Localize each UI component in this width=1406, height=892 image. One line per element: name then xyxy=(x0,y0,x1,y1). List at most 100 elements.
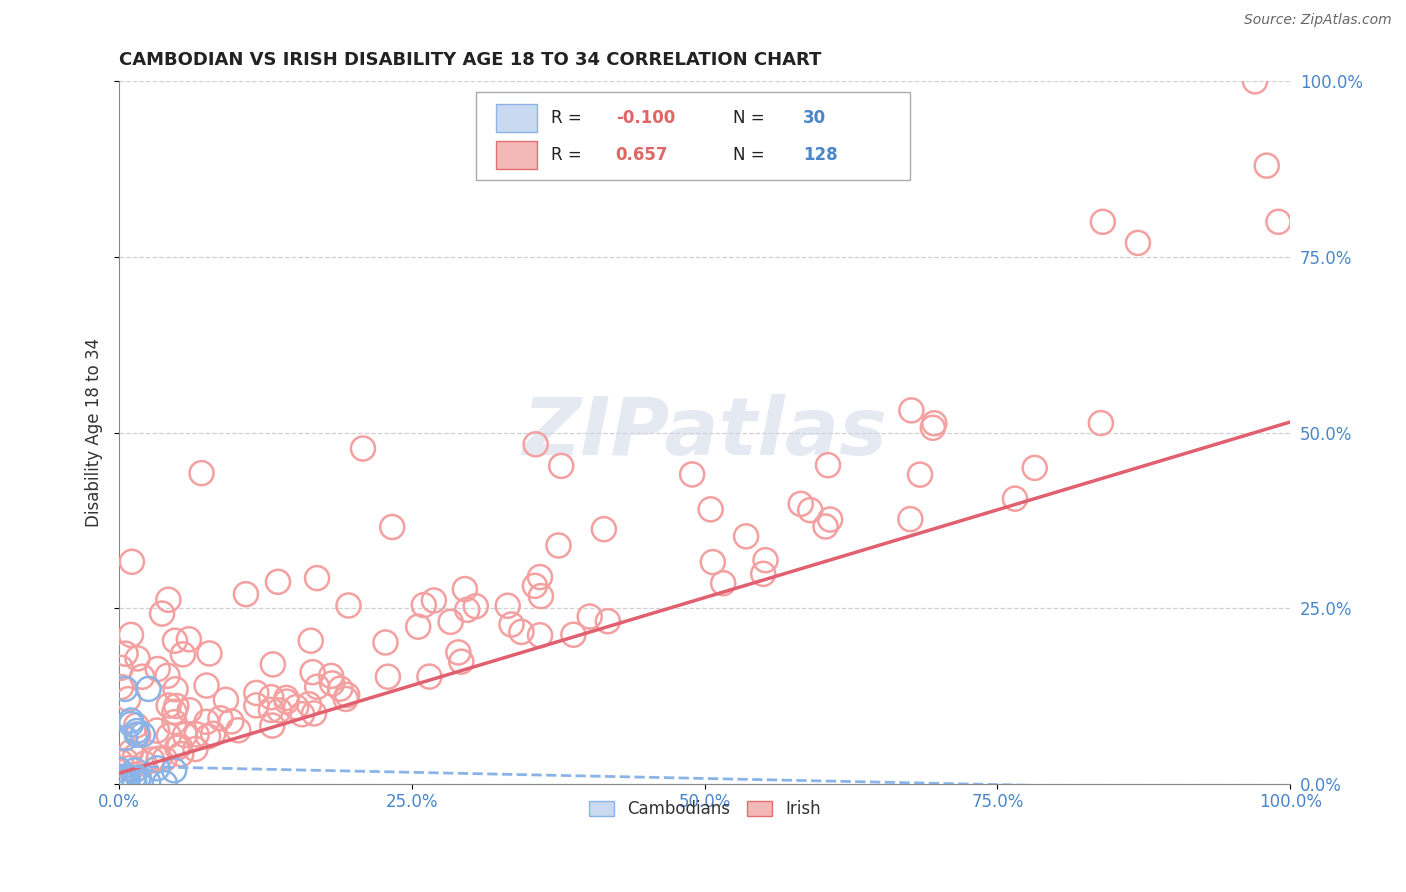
Point xyxy=(134,756,156,771)
Point xyxy=(197,730,219,744)
Point xyxy=(146,723,169,738)
Point xyxy=(352,442,374,456)
Point xyxy=(307,571,329,585)
Point xyxy=(173,728,195,742)
Point xyxy=(153,776,176,790)
Point xyxy=(215,693,238,707)
Point xyxy=(1024,461,1046,475)
Point xyxy=(530,589,553,603)
Point xyxy=(118,761,141,775)
Point xyxy=(921,421,943,435)
Point xyxy=(523,579,546,593)
Point xyxy=(170,747,193,761)
Point xyxy=(524,437,547,451)
Point xyxy=(924,417,946,431)
Point xyxy=(447,645,470,659)
Point xyxy=(450,655,472,669)
Point xyxy=(374,635,396,649)
Point xyxy=(298,698,321,712)
Point xyxy=(128,771,150,785)
Point xyxy=(125,718,148,732)
Point xyxy=(412,598,434,612)
Point xyxy=(245,698,267,713)
Y-axis label: Disability Age 18 to 34: Disability Age 18 to 34 xyxy=(86,338,103,527)
Point xyxy=(117,692,139,706)
Point xyxy=(454,582,477,596)
Point xyxy=(169,739,191,753)
Point xyxy=(335,692,357,706)
Point xyxy=(1256,159,1278,173)
Point xyxy=(260,703,283,717)
Point xyxy=(195,714,218,729)
Point xyxy=(108,770,131,784)
Point xyxy=(202,727,225,741)
Point xyxy=(1090,416,1112,430)
Point xyxy=(898,512,921,526)
Point xyxy=(267,574,290,589)
Point xyxy=(157,729,180,743)
Point xyxy=(1004,491,1026,506)
Point xyxy=(184,742,207,756)
Point xyxy=(235,587,257,601)
Point xyxy=(110,680,132,694)
Point xyxy=(592,522,614,536)
FancyBboxPatch shape xyxy=(496,104,537,132)
Point xyxy=(165,682,187,697)
Legend: Cambodians, Irish: Cambodians, Irish xyxy=(582,793,827,824)
Point xyxy=(1244,74,1267,88)
Text: R =: R = xyxy=(551,146,588,164)
Point xyxy=(150,607,173,621)
Text: 0.657: 0.657 xyxy=(616,146,668,164)
Point xyxy=(547,539,569,553)
Point xyxy=(153,752,176,766)
Point xyxy=(121,555,143,569)
Point xyxy=(245,686,267,700)
Point xyxy=(529,628,551,642)
Point xyxy=(124,749,146,764)
Point xyxy=(125,724,148,739)
Point xyxy=(336,688,359,702)
Point xyxy=(439,615,461,629)
Point xyxy=(790,497,813,511)
Point xyxy=(114,770,136,784)
Point xyxy=(285,700,308,714)
Point xyxy=(166,740,188,755)
Point xyxy=(377,670,399,684)
Point xyxy=(456,603,478,617)
Point xyxy=(529,570,551,584)
Text: R =: R = xyxy=(551,109,588,128)
Point xyxy=(262,657,284,672)
Text: N =: N = xyxy=(733,109,769,128)
Point xyxy=(120,714,142,728)
Point xyxy=(702,555,724,569)
Point xyxy=(122,771,145,785)
Point xyxy=(301,665,323,680)
Point xyxy=(114,770,136,784)
Point xyxy=(157,592,180,607)
Point xyxy=(262,718,284,732)
Point xyxy=(681,467,703,482)
Point xyxy=(596,614,619,628)
Point xyxy=(128,772,150,786)
Point xyxy=(127,651,149,665)
Point xyxy=(131,670,153,684)
Point xyxy=(496,599,519,613)
Point xyxy=(127,728,149,742)
Point xyxy=(1091,215,1114,229)
Text: 30: 30 xyxy=(803,109,827,128)
Point xyxy=(735,529,758,543)
Point xyxy=(124,774,146,789)
Point xyxy=(754,553,776,567)
FancyBboxPatch shape xyxy=(496,141,537,169)
Point xyxy=(190,466,212,480)
Point xyxy=(177,632,200,647)
Point xyxy=(186,727,208,741)
FancyBboxPatch shape xyxy=(477,92,910,179)
Point xyxy=(148,752,170,766)
Point xyxy=(112,773,135,788)
Point xyxy=(276,690,298,705)
Point xyxy=(156,669,179,683)
Point xyxy=(321,669,343,683)
Point xyxy=(114,681,136,696)
Point xyxy=(117,770,139,784)
